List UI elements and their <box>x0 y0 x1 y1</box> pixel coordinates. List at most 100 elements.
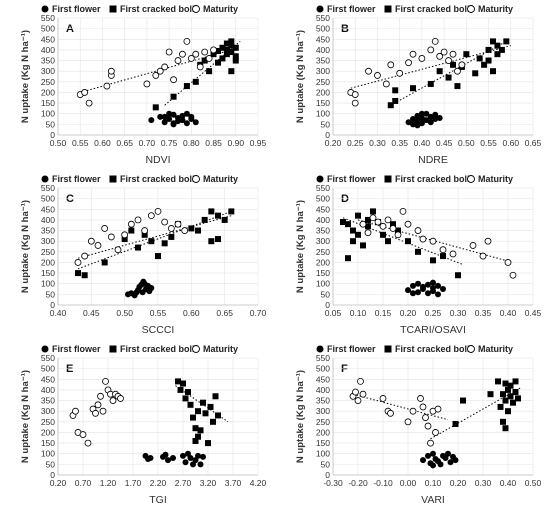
x-tick-label: 0.70 <box>250 308 267 318</box>
legend-marker-open-circle <box>467 175 475 183</box>
data-point-open-circle <box>99 407 107 415</box>
y-tick-label: 100 <box>41 449 55 459</box>
data-point-square <box>494 42 501 49</box>
data-point-square <box>232 53 239 60</box>
data-point-filled-circle <box>192 119 199 126</box>
data-point-square <box>350 227 356 234</box>
data-point-square <box>390 221 396 228</box>
data-point-open-circle <box>409 50 417 58</box>
y-tick-label: 300 <box>41 66 55 76</box>
data-point-open-circle <box>92 409 99 417</box>
data-point-filled-circle <box>182 459 189 466</box>
data-point-filled-circle <box>162 451 169 458</box>
data-point-open-circle <box>154 208 162 215</box>
data-point-square <box>405 238 411 245</box>
data-point-filled-circle <box>157 113 164 120</box>
x-tick-label: 3.70 <box>225 478 242 488</box>
data-point-open-circle <box>103 82 111 90</box>
data-point-filled-circle <box>425 290 431 297</box>
data-point-filled-circle <box>410 282 416 289</box>
y-tick-label: 550 <box>41 183 55 193</box>
legend-label: Maturity <box>203 4 238 14</box>
data-point-open-circle <box>352 388 359 396</box>
y-tick-label: 50 <box>321 289 331 299</box>
data-point-filled-circle <box>161 119 168 126</box>
x-tick-label: 0.50 <box>116 308 133 318</box>
panel-letter: C <box>66 193 74 205</box>
data-point-open-circle <box>85 99 93 107</box>
data-point-open-circle <box>181 227 189 234</box>
y-tick-label: 550 <box>41 13 55 23</box>
data-point-square <box>495 378 501 385</box>
data-point-filled-circle <box>188 116 195 123</box>
data-point-filled-circle <box>414 118 421 125</box>
panel-a: First flower First cracked boll Maturity A 0… <box>20 4 267 166</box>
series-first-cracked-boll <box>175 378 221 447</box>
data-point-filled-circle <box>427 119 434 126</box>
y-tick-label: 550 <box>41 353 55 363</box>
data-point-filled-circle <box>148 284 155 291</box>
data-point-open-circle <box>479 252 487 260</box>
legend-marker-filled-circle <box>41 5 49 13</box>
data-point-open-circle <box>141 227 149 234</box>
y-tick-label: 500 <box>41 364 55 374</box>
data-point-square <box>210 418 216 425</box>
data-point-square <box>472 70 479 77</box>
y-tick-label: 550 <box>316 353 330 363</box>
y-tick-label: 350 <box>316 396 330 406</box>
data-point-open-circle <box>422 414 429 421</box>
data-point-square <box>197 427 204 434</box>
data-point-open-circle <box>369 214 377 222</box>
series-first-flower <box>142 450 206 468</box>
x-tick-label: 0.20 <box>50 478 67 488</box>
data-point-open-circle <box>440 48 448 56</box>
data-point-square <box>510 399 516 406</box>
data-point-open-circle <box>167 225 175 232</box>
data-point-filled-circle <box>195 452 201 459</box>
data-point-square <box>512 378 519 385</box>
data-point-square <box>497 403 504 410</box>
y-tick-label: 100 <box>41 109 55 119</box>
panel-b: First flower First cracked boll Maturity B 0… <box>295 4 542 166</box>
data-point-open-circle <box>187 55 195 62</box>
data-point-square <box>183 83 190 90</box>
y-tick-label: 350 <box>316 56 330 66</box>
data-point-square <box>161 240 168 247</box>
data-point-open-circle <box>374 72 381 79</box>
x-tick-label: 0.20 <box>450 478 467 488</box>
x-tick-label: -0.10 <box>373 478 393 488</box>
y-axis-label: N uptake (Kg N ha⁻¹) <box>295 200 306 293</box>
x-tick-label: 0.40 <box>50 308 67 318</box>
data-point-open-circle <box>97 392 104 400</box>
trendline <box>164 41 241 106</box>
data-point-square <box>215 236 221 243</box>
x-tick-label: 0.60 <box>503 138 520 148</box>
data-point-square <box>415 248 421 255</box>
data-point-square <box>481 61 488 68</box>
data-point-square <box>201 216 208 223</box>
data-point-square <box>192 78 199 85</box>
data-point-square <box>345 255 351 262</box>
y-tick-label: 100 <box>316 449 330 459</box>
x-tick-label: 0.55 <box>480 138 497 148</box>
data-point-open-circle <box>431 38 439 45</box>
legend-label: Maturity <box>478 344 513 354</box>
data-point-open-circle <box>205 55 213 62</box>
y-tick-label: 300 <box>316 236 330 246</box>
y-tick-label: 250 <box>316 247 330 257</box>
data-point-square <box>210 51 217 58</box>
legend-marker-open-circle <box>192 175 200 183</box>
legend-label: First cracked boll <box>395 4 470 14</box>
data-point-open-circle <box>359 220 367 228</box>
y-tick-label: 350 <box>41 226 55 236</box>
y-tick-label: 50 <box>46 459 56 469</box>
data-point-filled-circle <box>430 279 436 286</box>
y-axis-label: N uptake (Kg N ha⁻¹) <box>20 370 31 463</box>
data-point-open-circle <box>458 61 466 69</box>
data-point-square <box>185 389 191 396</box>
data-point-filled-circle <box>180 452 186 459</box>
data-point-square <box>148 238 155 245</box>
data-point-filled-circle <box>445 450 451 457</box>
panel-letter: A <box>66 23 74 35</box>
data-point-square <box>200 399 206 406</box>
